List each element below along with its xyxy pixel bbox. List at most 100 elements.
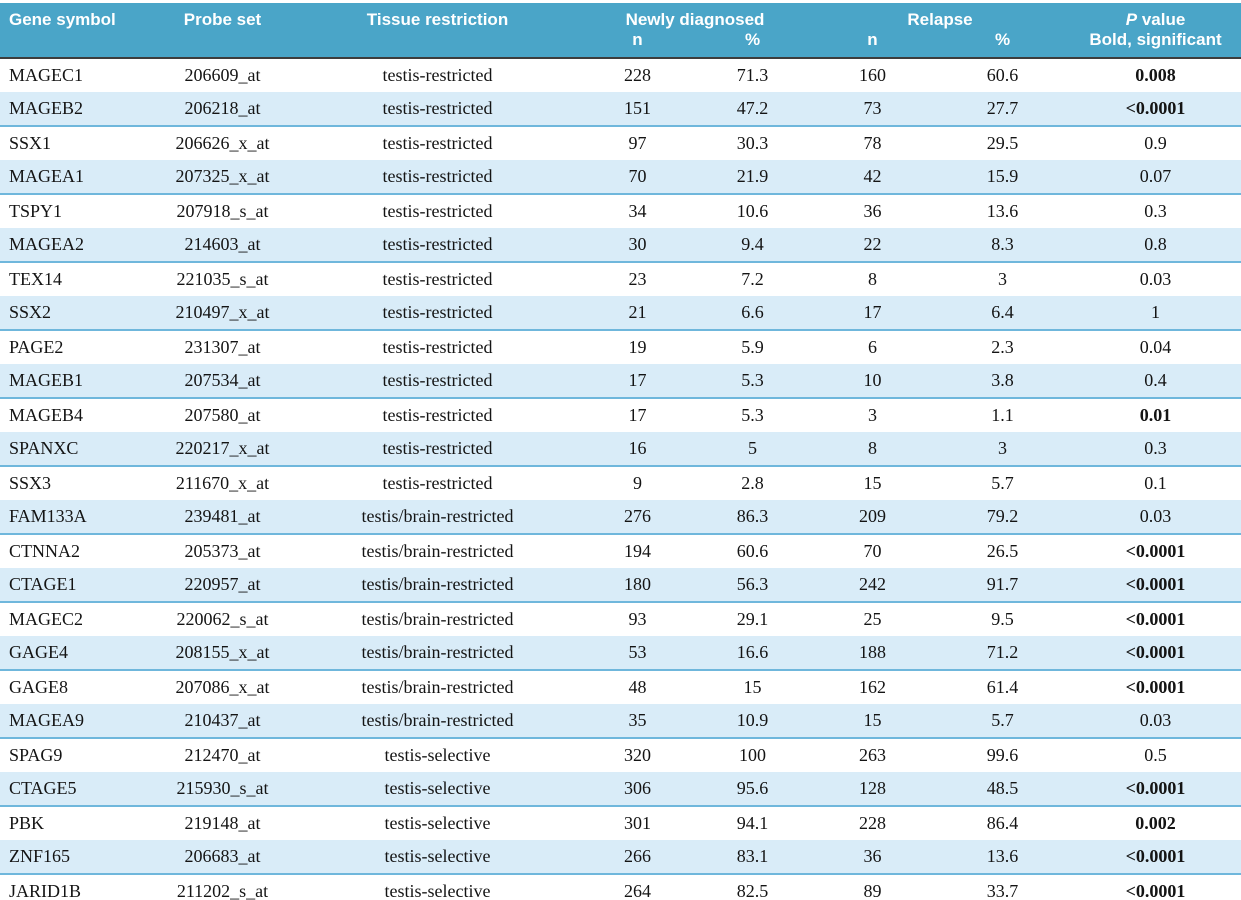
cell-relapse-pct: 3 [935, 262, 1071, 296]
cell-probe-set: 219148_at [150, 806, 295, 840]
cell-tissue-restriction: testis-selective [295, 806, 580, 840]
cell-p-value: 0.1 [1070, 466, 1241, 500]
cell-p-value: <0.0001 [1070, 534, 1241, 568]
cell-newly-diagnosed-pct: 7.2 [695, 262, 810, 296]
table-row: MAGEA9 210437_at testis/brain-restricted… [0, 704, 1241, 739]
cell-relapse-n: 188 [810, 636, 935, 671]
cell-probe-set: 211202_s_at [150, 874, 295, 900]
cell-newly-diagnosed-n: 23 [580, 262, 695, 296]
cell-relapse-pct: 61.4 [935, 670, 1071, 704]
cell-relapse-n: 209 [810, 500, 935, 535]
cell-p-value: <0.0001 [1070, 568, 1241, 603]
cell-newly-diagnosed-pct: 94.1 [695, 806, 810, 840]
cell-relapse-pct: 26.5 [935, 534, 1071, 568]
cell-newly-diagnosed-n: 34 [580, 194, 695, 228]
cell-probe-set: 207086_x_at [150, 670, 295, 704]
header-newly-pct: % [695, 30, 810, 59]
cell-relapse-n: 242 [810, 568, 935, 603]
cell-newly-diagnosed-pct: 9.4 [695, 228, 810, 263]
cell-tissue-restriction: testis-restricted [295, 432, 580, 467]
cell-p-value: 0.03 [1070, 500, 1241, 535]
cell-newly-diagnosed-n: 53 [580, 636, 695, 671]
cell-p-value: <0.0001 [1070, 670, 1241, 704]
cell-relapse-pct: 8.3 [935, 228, 1071, 263]
cell-newly-diagnosed-n: 151 [580, 92, 695, 127]
table-row: MAGEA1 207325_x_at testis-restricted 70 … [0, 160, 1241, 195]
cell-gene-symbol: MAGEB4 [0, 398, 150, 432]
header-relapse-pct: % [935, 30, 1071, 59]
cell-probe-set: 212470_at [150, 738, 295, 772]
table-row: TEX14 221035_s_at testis-restricted 23 7… [0, 262, 1241, 296]
cell-relapse-pct: 5.7 [935, 466, 1071, 500]
cell-gene-symbol: MAGEA1 [0, 160, 150, 195]
cell-relapse-pct: 5.7 [935, 704, 1071, 739]
cell-newly-diagnosed-pct: 16.6 [695, 636, 810, 671]
cell-gene-symbol: TEX14 [0, 262, 150, 296]
table-row: ZNF165 206683_at testis-selective 266 83… [0, 840, 1241, 875]
table-row: SSX1 206626_x_at testis-restricted 97 30… [0, 126, 1241, 160]
cell-gene-symbol: CTAGE1 [0, 568, 150, 603]
cell-p-value: 0.9 [1070, 126, 1241, 160]
cell-probe-set: 206626_x_at [150, 126, 295, 160]
cell-relapse-pct: 3.8 [935, 364, 1071, 399]
cell-tissue-restriction: testis-selective [295, 840, 580, 875]
cell-relapse-pct: 29.5 [935, 126, 1071, 160]
cell-gene-symbol: SPANXC [0, 432, 150, 467]
cell-probe-set: 220957_at [150, 568, 295, 603]
cta-expression-table: Gene symbol Probe set Tissue restriction… [0, 3, 1241, 900]
cell-newly-diagnosed-n: 228 [580, 58, 695, 92]
cell-p-value: <0.0001 [1070, 772, 1241, 807]
cell-newly-diagnosed-n: 48 [580, 670, 695, 704]
table-row: MAGEC2 220062_s_at testis/brain-restrict… [0, 602, 1241, 636]
cell-p-value: 0.3 [1070, 194, 1241, 228]
cell-relapse-n: 42 [810, 160, 935, 195]
cell-probe-set: 239481_at [150, 500, 295, 535]
table-row: GAGE4 208155_x_at testis/brain-restricte… [0, 636, 1241, 671]
cell-probe-set: 207534_at [150, 364, 295, 399]
cell-probe-set: 220062_s_at [150, 602, 295, 636]
cell-tissue-restriction: testis/brain-restricted [295, 534, 580, 568]
cell-newly-diagnosed-n: 9 [580, 466, 695, 500]
cell-newly-diagnosed-n: 19 [580, 330, 695, 364]
cell-p-value: 1 [1070, 296, 1241, 331]
cell-relapse-pct: 86.4 [935, 806, 1071, 840]
cell-probe-set: 220217_x_at [150, 432, 295, 467]
cell-relapse-n: 70 [810, 534, 935, 568]
cell-relapse-n: 6 [810, 330, 935, 364]
cell-newly-diagnosed-pct: 60.6 [695, 534, 810, 568]
cell-tissue-restriction: testis/brain-restricted [295, 636, 580, 671]
cell-relapse-pct: 13.6 [935, 194, 1071, 228]
header-probe-set: Probe set [150, 3, 295, 59]
table-row: CTAGE1 220957_at testis/brain-restricted… [0, 568, 1241, 603]
cell-tissue-restriction: testis-restricted [295, 126, 580, 160]
cell-p-value: <0.0001 [1070, 874, 1241, 900]
cell-newly-diagnosed-n: 180 [580, 568, 695, 603]
cell-tissue-restriction: testis/brain-restricted [295, 704, 580, 739]
cell-tissue-restriction: testis-restricted [295, 92, 580, 127]
cell-newly-diagnosed-pct: 86.3 [695, 500, 810, 535]
cell-probe-set: 210437_at [150, 704, 295, 739]
cell-probe-set: 206683_at [150, 840, 295, 875]
cell-gene-symbol: SSX2 [0, 296, 150, 331]
cell-probe-set: 211670_x_at [150, 466, 295, 500]
table-row: MAGEC1 206609_at testis-restricted 228 7… [0, 58, 1241, 92]
table-row: MAGEB2 206218_at testis-restricted 151 4… [0, 92, 1241, 127]
cell-relapse-n: 36 [810, 194, 935, 228]
header-p-subtitle: Bold, significant [1070, 30, 1241, 59]
p-value-letter: P [1125, 10, 1138, 29]
table-row: CTAGE5 215930_s_at testis-selective 306 … [0, 772, 1241, 807]
cell-p-value: 0.8 [1070, 228, 1241, 263]
cell-probe-set: 221035_s_at [150, 262, 295, 296]
cell-p-value: <0.0001 [1070, 636, 1241, 671]
cell-relapse-pct: 60.6 [935, 58, 1071, 92]
header-row-subcolumns: n % n % Bold, significant [0, 30, 1241, 59]
table-row: MAGEA2 214603_at testis-restricted 30 9.… [0, 228, 1241, 263]
p-value-word: value [1141, 10, 1186, 29]
cell-relapse-n: 162 [810, 670, 935, 704]
cell-newly-diagnosed-pct: 29.1 [695, 602, 810, 636]
cell-newly-diagnosed-pct: 21.9 [695, 160, 810, 195]
cell-gene-symbol: CTAGE5 [0, 772, 150, 807]
cell-relapse-n: 15 [810, 704, 935, 739]
cell-newly-diagnosed-n: 21 [580, 296, 695, 331]
